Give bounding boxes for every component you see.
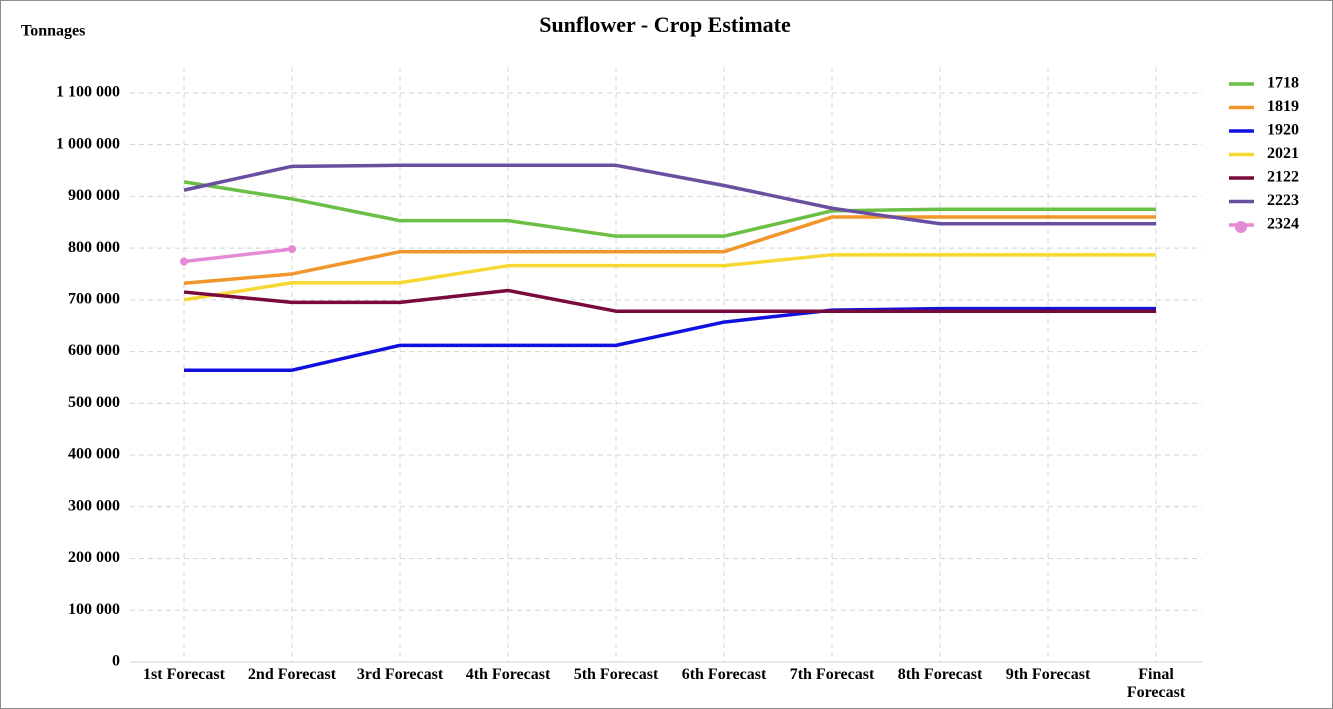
y-tick-label: 600 000: [68, 342, 120, 359]
legend-marker: [1235, 221, 1247, 233]
x-tick-label: 5th Forecast: [573, 666, 659, 683]
x-tick-label: Final Forecast: [1126, 666, 1186, 701]
series-line: [183, 253, 1156, 302]
y-tick-label: 200 000: [68, 549, 120, 566]
y-tick-label: 1 100 000: [56, 84, 120, 101]
y-tick-label: 900 000: [68, 187, 120, 204]
x-tick-label: 3rd Forecast: [356, 666, 444, 683]
y-tick-label: 400 000: [68, 446, 120, 463]
x-tick-label: 6th Forecast: [681, 666, 767, 683]
series-line: [183, 163, 1156, 226]
legend-label: 1920: [1267, 122, 1299, 139]
y-tick-label: 100 000: [68, 601, 120, 618]
legend-label: 2324: [1267, 216, 1299, 233]
x-tick-label: 4th Forecast: [465, 666, 551, 683]
legend-label: 2021: [1267, 145, 1299, 162]
y-tick-label: 800 000: [68, 239, 120, 256]
y-tick-label: 0: [112, 653, 120, 670]
series-line: [184, 306, 1156, 372]
legend-label: 2223: [1267, 192, 1299, 209]
series-marker: [288, 245, 296, 254]
y-tick-label: 500 000: [68, 394, 120, 411]
y-tick-label: 700 000: [68, 290, 120, 307]
series-line: [183, 215, 1156, 286]
x-tick-label: 9th Forecast: [1005, 666, 1091, 683]
series-line: [183, 288, 1156, 313]
series-marker: [180, 257, 188, 266]
legend-label: 1819: [1267, 98, 1299, 115]
legend-label: 2122: [1267, 169, 1299, 186]
x-tick-label: 2nd Forecast: [247, 666, 337, 683]
chart-title: Sunflower - Crop Estimate: [539, 12, 791, 37]
y-axis-label: Tonnages: [21, 23, 85, 40]
x-tick-label: 7th Forecast: [789, 666, 875, 683]
series-line: [183, 247, 293, 264]
y-tick-label: 300 000: [68, 497, 120, 514]
x-tick-label: 1st Forecast: [143, 666, 225, 683]
y-tick-label: 1 000 000: [56, 135, 120, 152]
x-tick-label: 8th Forecast: [897, 666, 983, 683]
series-line: [183, 180, 1156, 238]
legend-label: 1718: [1267, 75, 1299, 92]
